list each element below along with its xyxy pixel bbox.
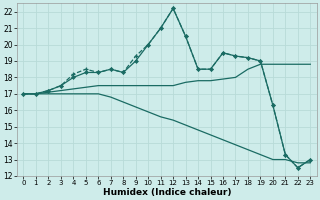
- X-axis label: Humidex (Indice chaleur): Humidex (Indice chaleur): [103, 188, 231, 197]
